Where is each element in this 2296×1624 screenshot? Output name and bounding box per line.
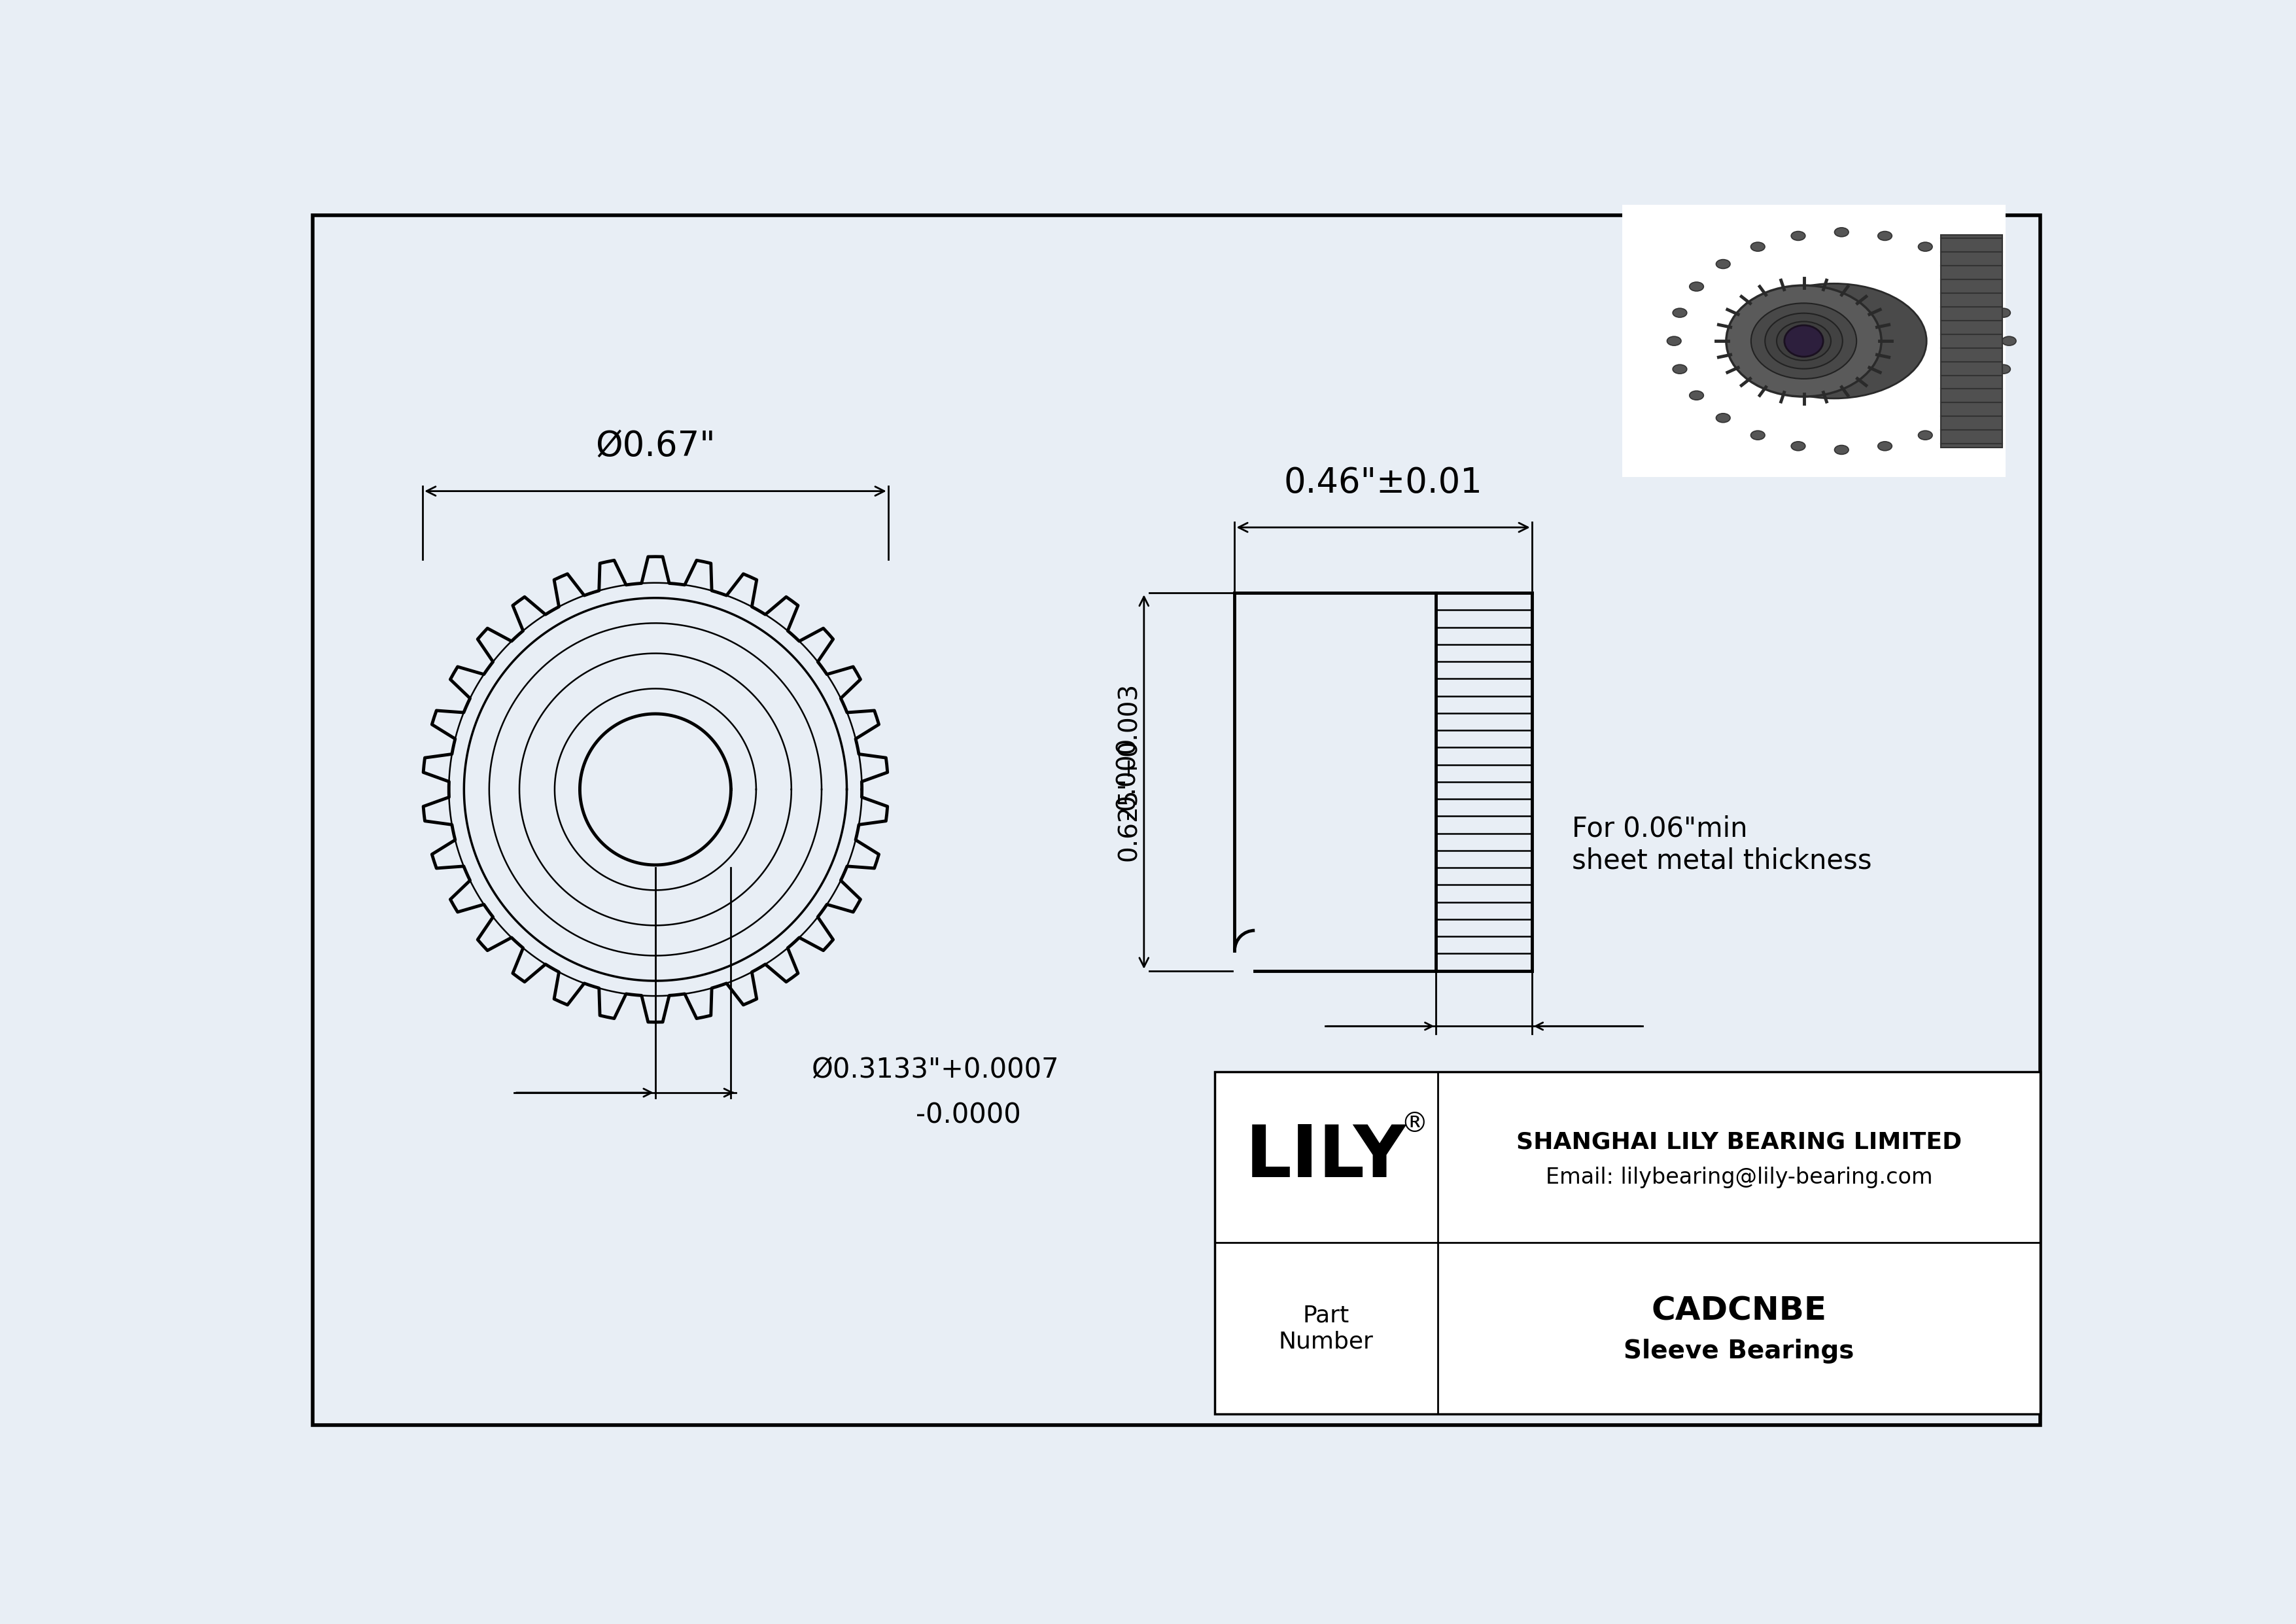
Ellipse shape [1917, 430, 1933, 440]
Ellipse shape [1740, 284, 1926, 398]
Ellipse shape [1878, 442, 1892, 450]
Ellipse shape [1791, 442, 1805, 450]
Text: 0.46"±0.01: 0.46"±0.01 [1283, 466, 1483, 500]
Ellipse shape [1667, 336, 1681, 346]
Ellipse shape [1674, 365, 1688, 374]
Text: LILY: LILY [1244, 1122, 1407, 1192]
Text: Ø0.67": Ø0.67" [595, 429, 716, 463]
Ellipse shape [1917, 242, 1933, 252]
Ellipse shape [1835, 227, 1848, 237]
Bar [1940, 234, 2002, 447]
Ellipse shape [1979, 391, 1993, 400]
Text: -0.000: -0.000 [1116, 739, 1141, 885]
Ellipse shape [1766, 313, 1844, 369]
Ellipse shape [1954, 260, 1968, 268]
Ellipse shape [2002, 336, 2016, 346]
Ellipse shape [1752, 430, 1766, 440]
Text: Ø0.3133"+0.0007: Ø0.3133"+0.0007 [810, 1056, 1058, 1083]
Ellipse shape [1777, 322, 1830, 361]
Ellipse shape [1878, 231, 1892, 240]
Ellipse shape [1752, 242, 1766, 252]
Text: SHANGHAI LILY BEARING LIMITED: SHANGHAI LILY BEARING LIMITED [1515, 1130, 1961, 1153]
Ellipse shape [1690, 283, 1704, 291]
Ellipse shape [1979, 283, 1993, 291]
Text: Part
Number: Part Number [1279, 1304, 1373, 1353]
Bar [1623, 205, 2004, 477]
Ellipse shape [1954, 414, 1968, 422]
Ellipse shape [1995, 365, 2011, 374]
Ellipse shape [1995, 309, 2011, 317]
Ellipse shape [1715, 260, 1731, 268]
Ellipse shape [1752, 304, 1857, 378]
Ellipse shape [1674, 309, 1688, 317]
Ellipse shape [1791, 231, 1805, 240]
Ellipse shape [1715, 414, 1731, 422]
Ellipse shape [1784, 325, 1823, 357]
Text: -0.0000: -0.0000 [810, 1101, 1022, 1129]
Ellipse shape [1835, 445, 1848, 455]
Text: 0.625"+0.003: 0.625"+0.003 [1116, 682, 1141, 861]
Text: Email: lilybearing@lily-bearing.com: Email: lilybearing@lily-bearing.com [1545, 1166, 1933, 1189]
Text: ®: ® [1401, 1111, 1428, 1138]
Text: For 0.06"min
sheet metal thickness: For 0.06"min sheet metal thickness [1573, 815, 1871, 874]
Text: CADCNBE: CADCNBE [1651, 1294, 1828, 1327]
Ellipse shape [1690, 391, 1704, 400]
Text: Sleeve Bearings: Sleeve Bearings [1623, 1338, 1855, 1364]
Bar [1215, 1072, 2041, 1415]
Ellipse shape [1727, 286, 1880, 396]
